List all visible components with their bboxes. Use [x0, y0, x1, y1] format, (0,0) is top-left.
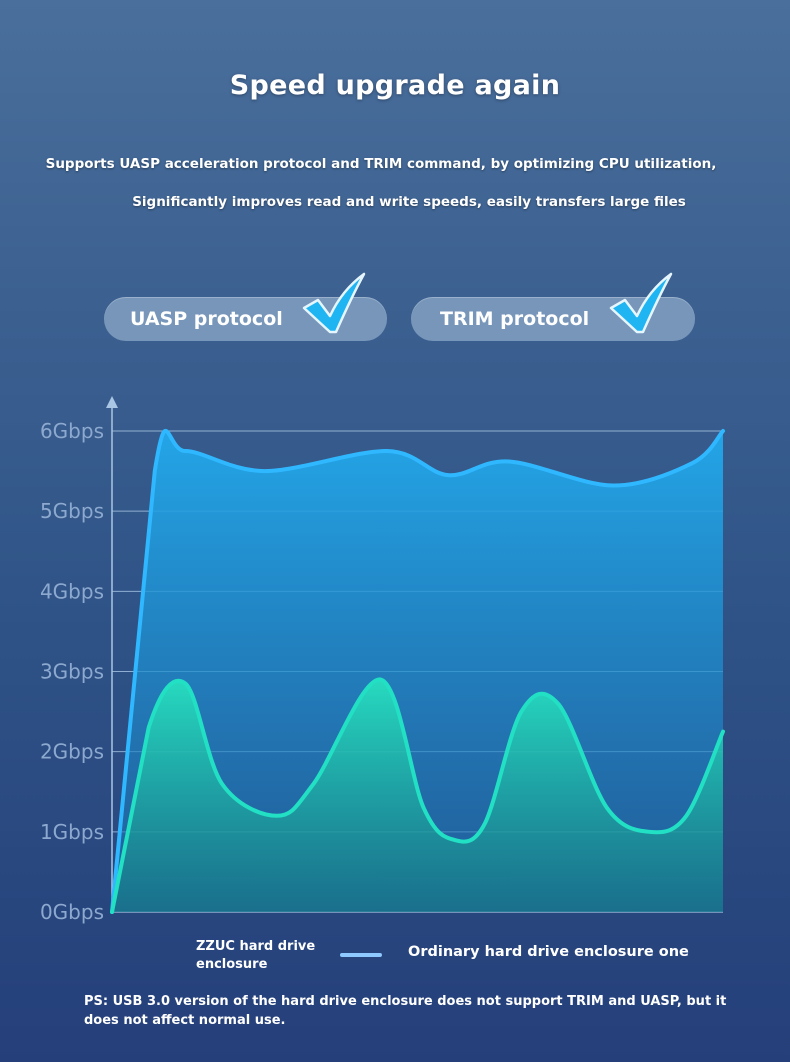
y-axis-arrow	[106, 396, 118, 408]
speed-chart: 0Gbps 1Gbps 2Gbps 3Gbps 4Gbps 5Gbps 6Gbps	[40, 396, 725, 924]
y-tick-label: 4Gbps	[40, 579, 104, 603]
y-tick-label: 0Gbps	[40, 900, 104, 924]
legend-swatch	[340, 953, 382, 957]
y-tick-label: 5Gbps	[40, 499, 104, 523]
subtitle-line-2: Significantly improves read and write sp…	[132, 194, 686, 210]
page-title: Speed upgrade again	[229, 70, 561, 101]
zzuc-series-line	[110, 428, 725, 914]
y-tick-label: 2Gbps	[40, 740, 104, 764]
legend-ordinary: Ordinary hard drive enclosure one	[408, 944, 689, 960]
checkmark-icon	[609, 272, 673, 334]
ordinary-series-line	[110, 677, 725, 914]
footnote: PS: USB 3.0 version of the hard drive en…	[84, 994, 727, 1028]
y-tick-label: 3Gbps	[40, 660, 104, 684]
y-tick-label: 6Gbps	[40, 419, 104, 443]
checkmark-icon	[302, 272, 366, 334]
y-tick-label: 1Gbps	[40, 820, 104, 844]
uasp-badge-label: UASP protocol	[130, 308, 283, 330]
legend-zzuc: ZZUC hard drive enclosure	[196, 939, 316, 972]
trim-badge-label: TRIM protocol	[440, 308, 590, 330]
subtitle-line-1: Supports UASP acceleration protocol and …	[45, 156, 717, 172]
